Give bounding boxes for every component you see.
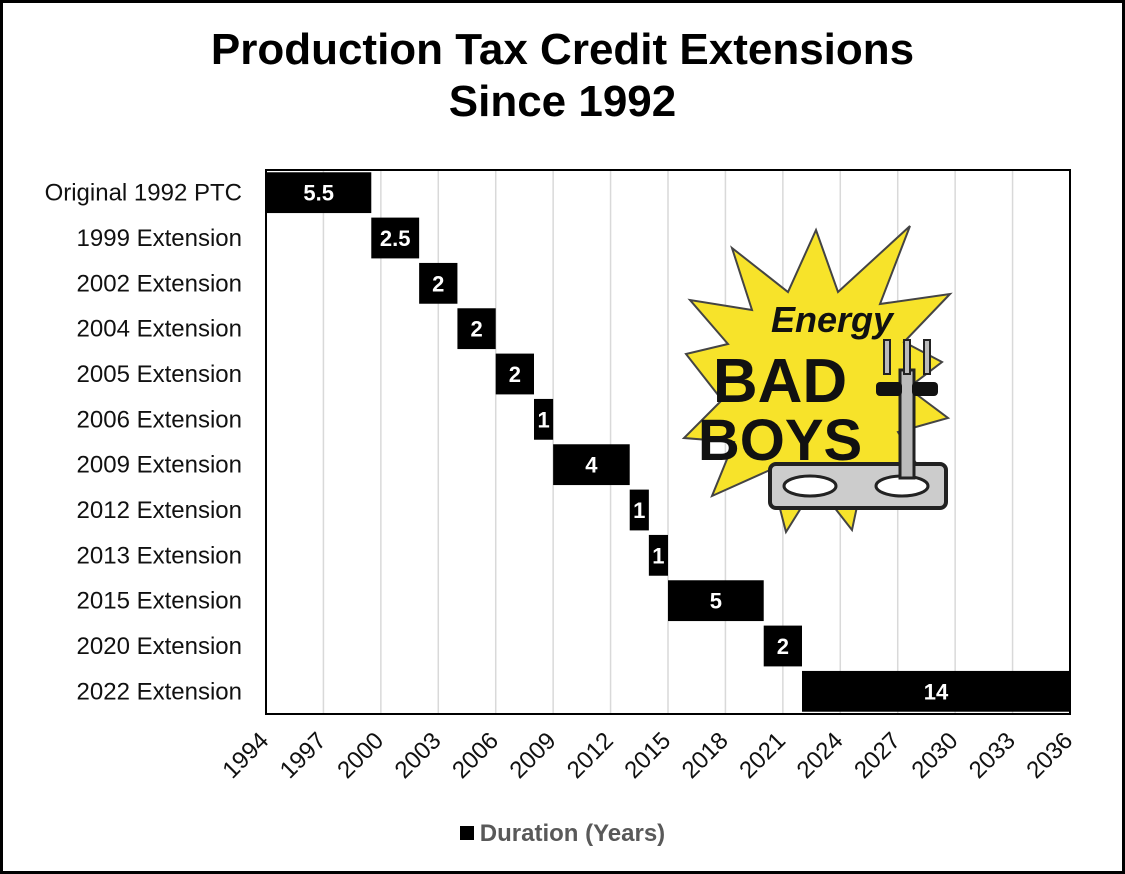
x-tick-label-2009: 2009 (505, 727, 562, 784)
bar-2 (419, 262, 458, 304)
x-tick-label-2021: 2021 (734, 727, 791, 784)
category-labels: Original 1992 PTC 1999 Extension 2002 Exte… (45, 180, 242, 706)
category-label-11: 2022 Extension (77, 678, 242, 705)
bar-6 (553, 444, 630, 486)
data-label-1: 2.5 (380, 226, 411, 251)
category-label-3: 2004 Extension (77, 316, 242, 343)
x-tick-label-1997: 1997 (275, 727, 332, 784)
logo-plug-icon (768, 339, 948, 510)
category-label-4: 2005 Extension (77, 361, 242, 388)
x-tick-label-2036: 2036 (1021, 727, 1078, 784)
legend: Duration (Years) (0, 820, 1125, 848)
data-label-6: 4 (585, 453, 598, 478)
x-tick-labels: 1994 1997 2000 2003 2006 2009 2012 2015 2018 2021… (217, 727, 1078, 784)
x-tick-label-2018: 2018 (677, 727, 734, 784)
bar-1 (371, 217, 420, 259)
chart-title: Production Tax Credit Extensions Since 1… (0, 24, 1125, 128)
category-label-8: 2013 Extension (77, 542, 242, 569)
category-label-6: 2009 Extension (77, 452, 242, 479)
x-tick-label-2015: 2015 (619, 727, 676, 784)
data-label-11: 14 (924, 679, 949, 704)
x-tick-label-2027: 2027 (849, 727, 906, 784)
category-label-5: 2006 Extension (77, 406, 242, 433)
category-label-10: 2020 Extension (77, 633, 242, 660)
bar-7 (629, 489, 649, 531)
bar-8 (648, 534, 668, 576)
data-label-5: 1 (537, 407, 549, 432)
logo-text-energy: Energy (771, 299, 895, 340)
energy-bad-boys-logo: Energy BAD BOYS (681, 225, 953, 535)
bar-10 (763, 625, 802, 667)
legend-swatch (459, 826, 474, 840)
bar-11 (802, 670, 1070, 712)
bar-4 (495, 353, 534, 395)
category-label-7: 2012 Extension (77, 497, 242, 524)
plot-area-border (265, 169, 1071, 715)
category-label-1: 1999 Extension (77, 225, 242, 252)
data-label-0: 5.5 (303, 181, 334, 206)
bar-0 (266, 172, 372, 214)
chart-title-line-1: Production Tax Credit Extensions (210, 25, 915, 74)
category-label-0: Original 1992 PTC (45, 180, 242, 207)
x-tick-label-2000: 2000 (332, 727, 389, 784)
data-label-9: 5 (710, 589, 722, 614)
data-label-4: 2 (509, 362, 521, 387)
x-tick-label-2012: 2012 (562, 727, 619, 784)
data-label-3: 2 (470, 317, 482, 342)
x-tick-label-2024: 2024 (792, 727, 849, 784)
x-tick-label-2030: 2030 (907, 727, 964, 784)
data-label-8: 1 (652, 543, 664, 568)
chart-title-line-2: Since 1992 (448, 77, 677, 126)
category-label-2: 2002 Extension (77, 270, 242, 297)
logo-text-bad: BAD (713, 347, 847, 416)
x-tick-label-2003: 2003 (390, 727, 447, 784)
x-tick-label-1994: 1994 (217, 727, 274, 784)
x-tick-label-2033: 2033 (964, 727, 1021, 784)
category-label-9: 2015 Extension (77, 588, 242, 615)
x-tick-label-2006: 2006 (447, 727, 504, 784)
bar-9 (668, 580, 764, 622)
bar-5 (534, 398, 554, 440)
bar-3 (457, 308, 496, 350)
legend-label: Duration (Years) (479, 820, 666, 847)
data-label-10: 2 (777, 634, 789, 659)
data-label-7: 1 (633, 498, 645, 523)
data-label-2: 2 (432, 271, 444, 296)
